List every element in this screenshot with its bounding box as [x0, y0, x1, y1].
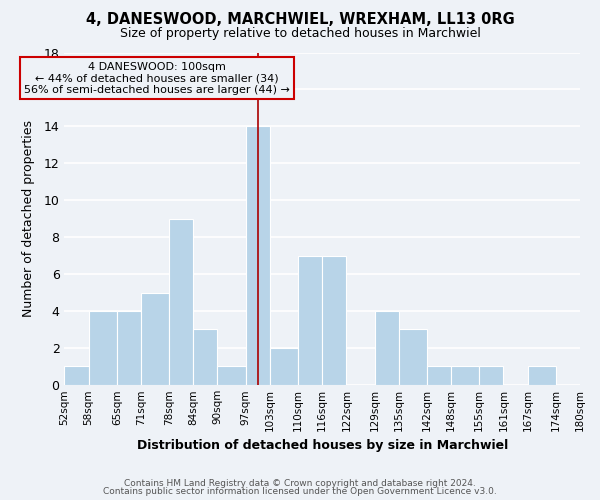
Text: 4 DANESWOOD: 100sqm
← 44% of detached houses are smaller (34)
56% of semi-detach: 4 DANESWOOD: 100sqm ← 44% of detached ho… — [24, 62, 290, 95]
Y-axis label: Number of detached properties: Number of detached properties — [22, 120, 35, 317]
Bar — [451, 366, 479, 385]
Bar — [374, 311, 399, 385]
Bar — [322, 256, 346, 385]
Bar — [270, 348, 298, 385]
Bar — [89, 311, 117, 385]
Bar — [169, 218, 193, 385]
Bar — [399, 330, 427, 385]
Text: 4, DANESWOOD, MARCHWIEL, WREXHAM, LL13 0RG: 4, DANESWOOD, MARCHWIEL, WREXHAM, LL13 0… — [86, 12, 514, 28]
Bar — [527, 366, 556, 385]
Bar — [479, 366, 503, 385]
X-axis label: Distribution of detached houses by size in Marchwiel: Distribution of detached houses by size … — [137, 440, 508, 452]
Bar — [427, 366, 451, 385]
Text: Contains public sector information licensed under the Open Government Licence v3: Contains public sector information licen… — [103, 487, 497, 496]
Bar — [298, 256, 322, 385]
Bar — [117, 311, 141, 385]
Text: Size of property relative to detached houses in Marchwiel: Size of property relative to detached ho… — [119, 28, 481, 40]
Bar — [217, 366, 245, 385]
Bar — [193, 330, 217, 385]
Bar — [245, 126, 270, 385]
Bar — [64, 366, 89, 385]
Text: Contains HM Land Registry data © Crown copyright and database right 2024.: Contains HM Land Registry data © Crown c… — [124, 478, 476, 488]
Bar — [141, 292, 169, 385]
